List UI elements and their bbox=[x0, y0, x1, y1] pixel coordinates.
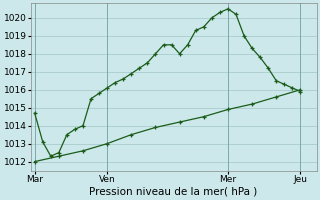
X-axis label: Pression niveau de la mer( hPa ): Pression niveau de la mer( hPa ) bbox=[90, 187, 258, 197]
